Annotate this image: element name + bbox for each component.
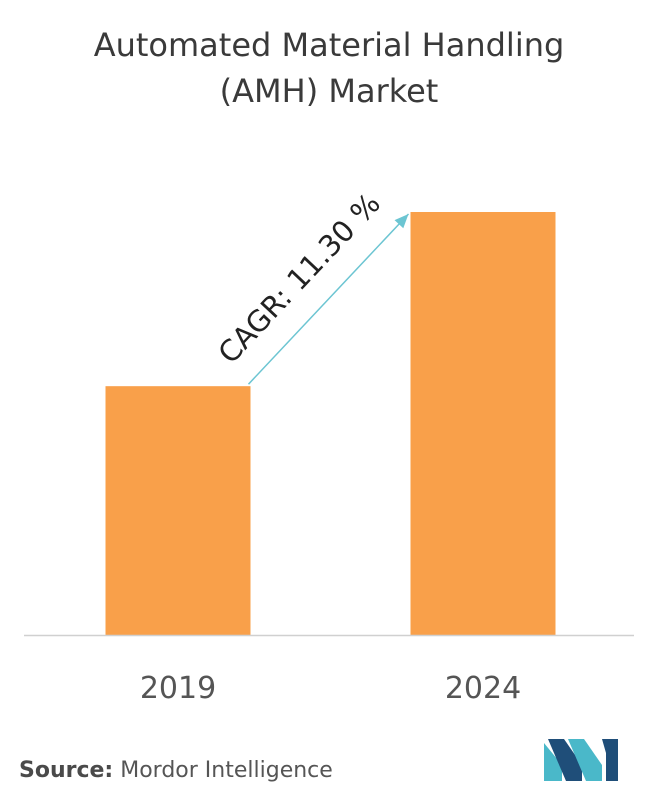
cagr-arrow-line (247, 213, 410, 385)
x-tick-labels: 2019 2024 (140, 671, 521, 706)
chart-title-line-2: (AMH) Market (219, 72, 439, 110)
bar-2024 (410, 212, 556, 635)
chart-title: Automated Material Handling (AMH) Market (0, 22, 658, 114)
source-label: Source: (19, 758, 114, 783)
source-text: Mordor Intelligence (120, 758, 333, 783)
cagr-annotation: CAGR: 11.30 % (211, 186, 410, 385)
chart-title-line-1: Automated Material Handling (93, 26, 565, 64)
x-tick-label-2019: 2019 (140, 671, 216, 706)
bar-2019 (105, 386, 251, 635)
x-tick-label-2024: 2024 (445, 671, 521, 706)
cagr-label: CAGR: 11.30 % (211, 186, 387, 370)
cagr-arrow-head (394, 214, 409, 229)
mordor-intelligence-logo-icon (544, 739, 618, 781)
bars-layer (105, 212, 556, 635)
source-note: Source: Mordor Intelligence (19, 758, 333, 783)
